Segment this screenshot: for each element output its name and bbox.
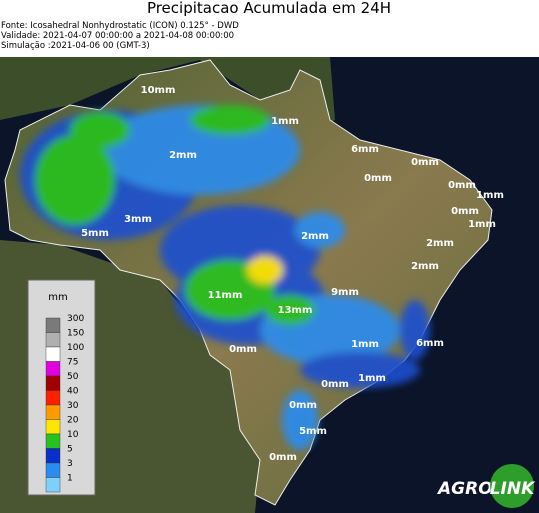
precip-label: 11mm xyxy=(208,290,243,301)
simulation: Simulação :2021-04-06 00 (GMT-3) xyxy=(1,41,150,51)
legend-level: 40 xyxy=(67,387,79,397)
precip-label: 1mm xyxy=(351,339,379,350)
precip-label: 2mm xyxy=(301,231,329,242)
north-land xyxy=(0,57,335,140)
precip-label: 5mm xyxy=(81,228,109,239)
legend-box xyxy=(27,279,96,496)
legend-level: 1 xyxy=(67,474,73,484)
legend-swatch xyxy=(45,404,61,420)
precip-label: 2mm xyxy=(169,150,197,161)
legend-level: 5 xyxy=(67,445,73,455)
precip-label: 1mm xyxy=(271,116,299,127)
source: Fonte: Icosahedral Nonhydrostatic (ICON)… xyxy=(1,21,239,31)
precip-label: 13mm xyxy=(278,305,313,316)
legend-swatch xyxy=(45,317,61,333)
legend-level: 100 xyxy=(67,343,84,353)
precip-label: 0mm xyxy=(448,180,476,191)
legend-swatch xyxy=(45,332,61,348)
precip-label: 6mm xyxy=(416,338,444,349)
legend-level: 10 xyxy=(67,430,79,440)
precip-label: 0mm xyxy=(321,379,349,390)
logo-right: LINK xyxy=(490,479,536,499)
precip-label: 0mm xyxy=(229,344,257,355)
precip-label: 2mm xyxy=(426,238,454,249)
logo-circle xyxy=(490,464,534,508)
precip-label: 6mm xyxy=(351,144,379,155)
precip-label: 3mm xyxy=(124,214,152,225)
precip-label: 0mm xyxy=(411,157,439,168)
legend-unit: mm xyxy=(48,292,67,303)
legend-swatch xyxy=(45,448,61,464)
legend-level: 50 xyxy=(67,372,79,382)
legend-swatch xyxy=(45,419,61,435)
logo: AGRO LINK xyxy=(436,464,536,508)
precipitation xyxy=(20,105,430,450)
precip-label: 0mm xyxy=(269,452,297,463)
precip-label: 5mm xyxy=(299,426,327,437)
legend-swatch xyxy=(45,433,61,449)
legend-level: 30 xyxy=(67,401,79,411)
legend-swatch xyxy=(45,477,61,493)
precip-label: 10mm xyxy=(141,85,176,96)
legend-swatch xyxy=(45,462,61,478)
legend-swatch xyxy=(45,361,61,377)
legend-swatch xyxy=(45,375,61,391)
legend-level: 3 xyxy=(67,459,73,469)
legend-level: 75 xyxy=(67,358,78,368)
validity: Validade: 2021-04-07 00:00:00 a 2021-04-… xyxy=(1,31,234,41)
precip-label: 9mm xyxy=(331,287,359,298)
precip-label: 0mm xyxy=(289,400,317,411)
title: Precipitacao Acumulada em 24H xyxy=(147,0,391,17)
precip-label: 0mm xyxy=(451,206,479,217)
precip-label: 1mm xyxy=(476,190,504,201)
legend-level: 20 xyxy=(67,416,79,426)
logo-left: AGRO xyxy=(436,479,493,499)
precip-label: 1mm xyxy=(468,219,496,230)
legend-swatch xyxy=(45,346,61,362)
precip-label: 1mm xyxy=(358,373,386,384)
legend: mm 300 150 100 75 50 40 30 20 10 5 3 1 xyxy=(27,279,96,496)
precip-label: 2mm xyxy=(411,261,439,272)
legend-level: 300 xyxy=(67,314,84,324)
precip-label: 0mm xyxy=(364,173,392,184)
legend-level: 150 xyxy=(67,329,84,339)
legend-swatch xyxy=(45,390,61,406)
